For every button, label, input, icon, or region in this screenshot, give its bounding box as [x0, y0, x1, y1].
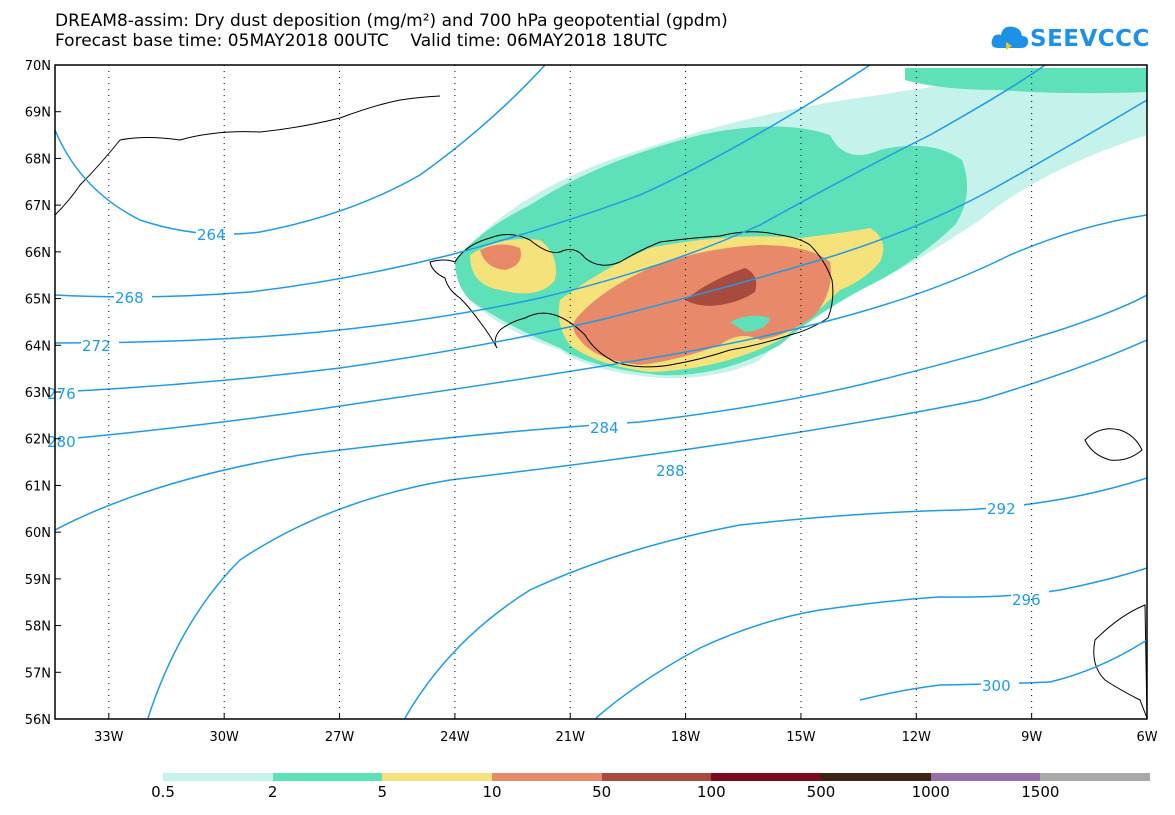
longitude-label: 6W [1136, 730, 1157, 745]
contour-label-296: 296 [1012, 591, 1041, 609]
latitude-label: 59N [25, 573, 51, 588]
longitude-label: 15W [786, 730, 816, 745]
contour-label-272: 272 [82, 337, 111, 355]
colorbar-swatch [930, 773, 1041, 781]
dust-level-2-north [905, 68, 1147, 94]
latitude-label: 62N [25, 433, 51, 448]
colorbar [163, 773, 1151, 781]
contour-label-300: 300 [982, 677, 1011, 695]
colorbar-label: 5 [377, 783, 388, 801]
longitude-label: 27W [325, 730, 355, 745]
colorbar-swatch [601, 773, 712, 781]
latitude-label: 58N [25, 620, 51, 635]
axis-ticks [55, 64, 1148, 720]
contour-label-292: 292 [987, 500, 1016, 518]
longitude-label: 18W [671, 730, 701, 745]
map-canvas: 264 268 272 276 280 284 288 292 296 300 … [25, 59, 1158, 745]
contour-288 [147, 339, 1147, 719]
latitude-label: 56N [25, 713, 51, 728]
contour-label-276: 276 [47, 385, 76, 403]
longitude-label: 24W [440, 730, 470, 745]
colorbar-label: 10 [482, 783, 502, 801]
colorbar-label: 100 [697, 783, 726, 801]
latitude-label: 60N [25, 526, 51, 541]
colorbar-swatch [382, 773, 493, 781]
contour-284 [55, 294, 1147, 531]
longitude-label: 21W [556, 730, 586, 745]
coastlines [55, 95, 1147, 719]
map-subtitle: Forecast base time: 05MAY2018 00UTC Vali… [55, 31, 668, 51]
contour-272 [55, 65, 1046, 344]
colorbar-swatch [1040, 773, 1151, 781]
contour-label-280: 280 [47, 433, 76, 451]
map-title: DREAM8-assim: Dry dust deposition (mg/m²… [55, 11, 728, 31]
longitude-labels: 33W 30W 27W 24W 21W 18W 15W 12W 9W 6W [94, 730, 1158, 745]
colorbar-label: 1500 [1021, 783, 1060, 801]
longitude-label: 33W [94, 730, 124, 745]
contour-268 [55, 65, 871, 298]
latitude-label: 70N [25, 59, 51, 74]
contour-label-264: 264 [197, 226, 226, 244]
latitude-label: 69N [25, 106, 51, 121]
cloud-icon [991, 26, 1029, 50]
latitude-label: 66N [25, 246, 51, 261]
latitude-label: 68N [25, 152, 51, 167]
contour-296 [595, 567, 1147, 719]
dust-level-10-west [480, 244, 521, 270]
contour-264 [55, 65, 546, 235]
contour-276 [55, 99, 1147, 393]
colorbar-label: 2 [267, 783, 278, 801]
latitude-label: 63N [25, 386, 51, 401]
colorbar-label: 50 [592, 783, 612, 801]
dust-level-50 [685, 268, 757, 306]
colorbar-label: 0.5 [151, 783, 175, 801]
contour-label-268: 268 [115, 289, 144, 307]
latitude-labels: 70N 69N 68N 67N 66N 65N 64N 63N 62N 61N 60N 59N 58N 5… [25, 59, 51, 728]
latitude-label: 64N [25, 339, 51, 354]
contour-label-284: 284 [590, 419, 619, 437]
longitude-label: 9W [1021, 730, 1042, 745]
scotland-coast [1093, 604, 1147, 719]
colorbar-swatch [272, 773, 383, 781]
colorbar-swatch [821, 773, 931, 781]
colorbar-label: 1000 [911, 783, 950, 801]
colorbar-swatch [163, 773, 273, 781]
latitude-label: 61N [25, 479, 51, 494]
latitude-label: 65N [25, 293, 51, 308]
longitude-label: 30W [209, 730, 239, 745]
greenland-coast [55, 95, 441, 216]
colorbar-swatch [492, 773, 602, 781]
latitude-label: 67N [25, 199, 51, 214]
contour-label-288: 288 [656, 462, 685, 480]
map-gridlines [108, 65, 1033, 719]
longitude-label: 12W [902, 730, 932, 745]
norway-coast [1084, 428, 1143, 461]
latitude-label: 57N [25, 666, 51, 681]
contour-280 [55, 214, 1147, 441]
iceland-coast [429, 231, 834, 368]
logo-text: SEEVCCC [1030, 26, 1150, 52]
colorbar-label: 500 [806, 783, 836, 801]
seevccc-logo: SEEVCCC [990, 20, 1150, 60]
colorbar-swatch [711, 773, 822, 781]
